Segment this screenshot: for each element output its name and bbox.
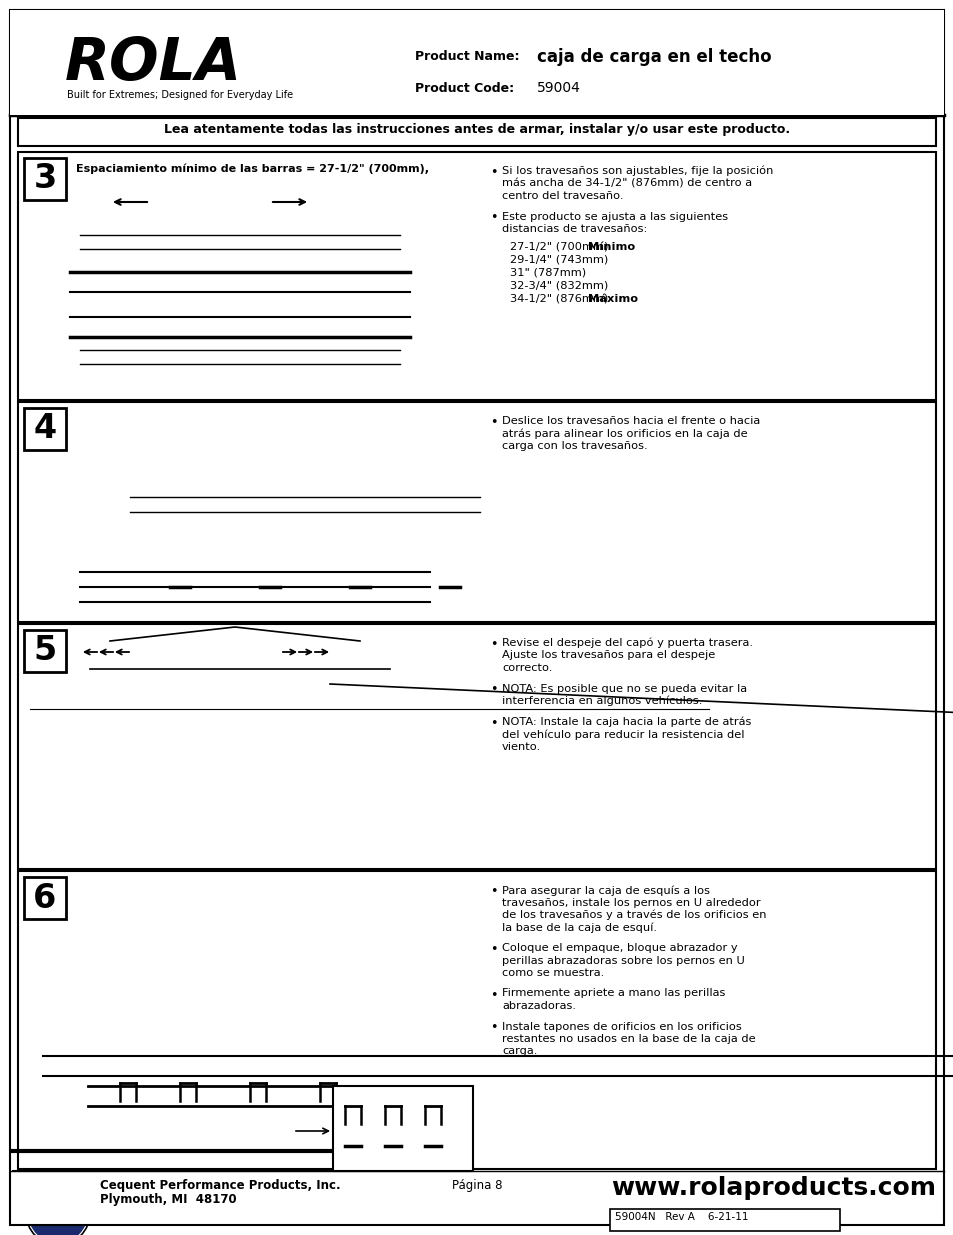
Circle shape — [424, 1125, 440, 1141]
Text: Revise el despeje del capó y puerta trasera.: Revise el despeje del capó y puerta tras… — [501, 638, 752, 648]
Text: interferencia en algunos vehículos.: interferencia en algunos vehículos. — [501, 697, 701, 706]
Polygon shape — [43, 1026, 437, 1131]
Bar — [10, 10, 943, 115]
Text: Built for Extremes; Designed for Everyday Life: Built for Extremes; Designed for Everyda… — [67, 90, 293, 100]
Text: Cequent Performance Products, Inc.: Cequent Performance Products, Inc. — [100, 1179, 340, 1192]
Circle shape — [385, 1125, 400, 1141]
Polygon shape — [30, 1205, 80, 1225]
Text: Mínimo: Mínimo — [587, 242, 634, 252]
Text: NOTA: Es posible que no se pueda evitar la: NOTA: Es posible que no se pueda evitar … — [501, 683, 746, 694]
Bar — [18, 119, 935, 146]
Text: correcto.: correcto. — [501, 663, 552, 673]
Text: centro del travesaño.: centro del travesaño. — [501, 191, 623, 201]
Text: restantes no usados en la base de la caja de: restantes no usados en la base de la caj… — [501, 1034, 755, 1044]
Text: más ancha de 34-1/2" (876mm) de centro a: más ancha de 34-1/2" (876mm) de centro a — [501, 179, 751, 189]
Text: www.rolaproducts.com: www.rolaproducts.com — [610, 1176, 935, 1200]
Text: atrás para alinear los orificios en la caja de: atrás para alinear los orificios en la c… — [501, 429, 747, 438]
Text: 59004N   Rev A    6-21-11: 59004N Rev A 6-21-11 — [615, 1212, 748, 1221]
Text: 4: 4 — [33, 412, 56, 446]
Text: •: • — [490, 988, 497, 1002]
Text: ROLA: ROLA — [65, 35, 242, 91]
Text: del vehículo para reducir la resistencia del: del vehículo para reducir la resistencia… — [501, 729, 743, 740]
Circle shape — [320, 1099, 335, 1113]
Text: abrazadoras.: abrazadoras. — [501, 1002, 576, 1011]
Text: Firmemente apriete a mano las perillas: Firmemente apriete a mano las perillas — [501, 988, 724, 999]
Text: 32-3/4" (832mm): 32-3/4" (832mm) — [510, 280, 608, 290]
Text: Instale tapones de orificios en los orificios: Instale tapones de orificios en los orif… — [501, 1021, 741, 1031]
Bar — [24, 877, 66, 919]
Bar — [530, 44, 919, 75]
Text: 59004: 59004 — [537, 82, 580, 95]
Bar — [24, 630, 66, 672]
Circle shape — [181, 1099, 194, 1113]
Text: •: • — [490, 716, 497, 730]
Text: •: • — [490, 638, 497, 651]
Text: Página 8: Página 8 — [452, 1179, 501, 1192]
Text: Máximo: Máximo — [587, 294, 637, 304]
Circle shape — [354, 580, 366, 593]
Text: •: • — [490, 1021, 497, 1035]
Circle shape — [352, 826, 388, 862]
Polygon shape — [38, 1021, 442, 1156]
Text: 31" (787mm): 31" (787mm) — [510, 268, 585, 278]
Text: 3: 3 — [33, 163, 56, 195]
Text: •: • — [490, 885, 497, 898]
Bar — [333, 1086, 473, 1171]
Text: •: • — [490, 683, 497, 697]
Circle shape — [264, 580, 275, 593]
Polygon shape — [38, 911, 448, 1041]
Text: Lea atentamente todas las instrucciones antes de armar, instalar y/o usar este p: Lea atentamente todas las instrucciones … — [164, 124, 789, 137]
Text: viento.: viento. — [501, 741, 540, 752]
Text: 6: 6 — [33, 882, 56, 914]
Text: perillas abrazadoras sobre los pernos en U: perillas abrazadoras sobre los pernos en… — [501, 956, 744, 966]
Text: Product Code:: Product Code: — [415, 82, 514, 95]
Text: Product Name:: Product Name: — [415, 49, 519, 63]
Text: carga.: carga. — [501, 1046, 537, 1056]
Text: travesaños, instale los pernos en U alrededor: travesaños, instale los pernos en U alre… — [501, 898, 760, 908]
Text: la base de la caja de esquí.: la base de la caja de esquí. — [501, 923, 657, 932]
Circle shape — [334, 808, 406, 881]
Text: 5: 5 — [33, 635, 56, 667]
Text: •: • — [490, 165, 497, 179]
Text: •: • — [490, 211, 497, 225]
Text: Si los travesaños son ajustables, fije la posición: Si los travesaños son ajustables, fije l… — [501, 165, 773, 177]
Text: Plymouth, MI  48170: Plymouth, MI 48170 — [100, 1193, 236, 1207]
Circle shape — [121, 1099, 135, 1113]
Text: 29-1/4" (743mm): 29-1/4" (743mm) — [510, 254, 608, 264]
Bar — [609, 1209, 840, 1231]
Bar — [18, 152, 935, 400]
Text: 27-1/2" (700mm): 27-1/2" (700mm) — [510, 242, 614, 252]
Circle shape — [345, 1125, 360, 1141]
Circle shape — [28, 1183, 88, 1235]
Circle shape — [173, 580, 186, 593]
Bar — [530, 78, 740, 104]
Circle shape — [251, 1099, 265, 1113]
Circle shape — [443, 580, 456, 593]
Text: carga con los travesaños.: carga con los travesaños. — [501, 441, 647, 451]
Bar — [18, 403, 935, 622]
Text: Para asegurar la caja de esquís a los: Para asegurar la caja de esquís a los — [501, 885, 709, 895]
Text: •: • — [490, 944, 497, 956]
Text: 34-1/2" (876mm): 34-1/2" (876mm) — [510, 294, 614, 304]
Text: Ajuste los travesaños para el despeje: Ajuste los travesaños para el despeje — [501, 651, 715, 661]
Bar — [24, 408, 66, 450]
Text: Deslice los travesaños hacia el frente o hacia: Deslice los travesaños hacia el frente o… — [501, 416, 760, 426]
Text: •: • — [490, 416, 497, 429]
Text: Coloque el empaque, bloque abrazador y: Coloque el empaque, bloque abrazador y — [501, 944, 737, 953]
Text: caja de carga en el techo: caja de carga en el techo — [537, 48, 771, 65]
Bar — [18, 624, 935, 869]
Bar — [18, 871, 935, 1170]
Text: de los travesaños y a través de los orificios en: de los travesaños y a través de los orif… — [501, 910, 765, 920]
Text: Espaciamiento mínimo de las barras = 27-1/2" (700mm),: Espaciamiento mínimo de las barras = 27-… — [76, 164, 429, 174]
Text: NOTA: Instale la caja hacia la parte de atrás: NOTA: Instale la caja hacia la parte de … — [501, 716, 751, 727]
Circle shape — [102, 826, 138, 862]
Circle shape — [26, 1181, 90, 1235]
Text: distancias de travesaños:: distancias de travesaños: — [501, 224, 647, 233]
Polygon shape — [38, 1193, 88, 1218]
Bar — [24, 158, 66, 200]
Circle shape — [84, 808, 156, 881]
Text: Este producto se ajusta a las siguientes: Este producto se ajusta a las siguientes — [501, 211, 727, 221]
Text: como se muestra.: como se muestra. — [501, 968, 603, 978]
